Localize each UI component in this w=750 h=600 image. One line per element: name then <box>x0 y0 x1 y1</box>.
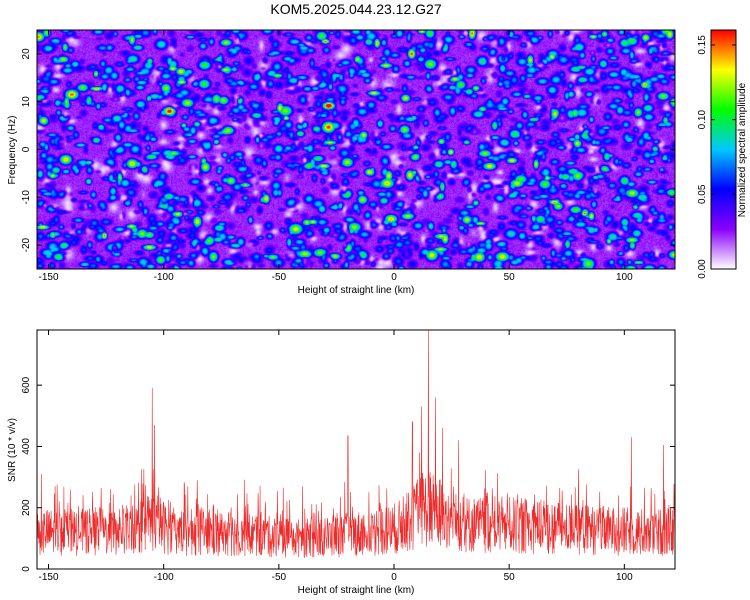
heatmap-x-axis-label: Height of straight line (km) <box>298 285 415 296</box>
x-tick-label: -50 <box>272 572 287 583</box>
heatmap-y-axis: -20 -10 0 10 20 <box>21 48 675 252</box>
y-tick-label: 0 <box>21 146 32 152</box>
snr-series-line <box>37 330 675 558</box>
y-tick-label: 10 <box>21 96 32 108</box>
figure-title: KOM5.2025.044.23.12.G27 <box>270 1 441 17</box>
x-tick-label: -100 <box>154 272 174 283</box>
snr-y-axis: 0 200 400 600 <box>21 376 675 572</box>
x-tick-label: -50 <box>272 272 287 283</box>
x-tick-label: 0 <box>391 572 397 583</box>
y-tick-label: 0 <box>21 566 32 572</box>
x-tick-label: 50 <box>504 272 516 283</box>
colorbar-label: Normalized spectral amplitude <box>737 82 748 217</box>
x-tick-label: -150 <box>39 272 59 283</box>
colorbar-tick-label: 0.10 <box>697 109 708 129</box>
heatmap-x-axis: -150 -100 -50 0 50 100 <box>39 30 633 283</box>
colorbar-tick-label: 0.15 <box>697 35 708 55</box>
x-tick-label: 100 <box>616 572 633 583</box>
x-tick-label: -100 <box>154 572 174 583</box>
colorbar-tick-label: 0.00 <box>697 259 708 279</box>
x-tick-label: 0 <box>391 272 397 283</box>
x-tick-label: 50 <box>504 572 516 583</box>
y-tick-label: 20 <box>21 48 32 60</box>
y-tick-label: -20 <box>21 237 32 252</box>
y-tick-label: 600 <box>21 376 32 393</box>
snr-x-axis-label: Height of straight line (km) <box>298 585 415 596</box>
colorbar: 0.00 0.05 0.10 0.15 Normalized spectral amp… <box>697 29 748 279</box>
snr-y-axis-label: SNR (10 * v/v) <box>7 418 18 482</box>
y-tick-label: -10 <box>21 190 32 205</box>
colorbar-ticks: 0.00 0.05 0.10 0.15 <box>697 35 736 279</box>
heatmap-image <box>37 30 675 269</box>
heatmap-y-axis-label: Frequency (Hz) <box>7 116 18 185</box>
x-tick-label: 100 <box>616 272 633 283</box>
x-tick-label: -150 <box>39 572 59 583</box>
snr-panel: -150 -100 -50 0 50 100 0 200 400 600 Height of s… <box>7 329 676 596</box>
snr-frame <box>36 329 676 570</box>
colorbar-tick-label: 0.05 <box>697 184 708 204</box>
y-tick-label: 200 <box>21 499 32 516</box>
snr-x-axis: -150 -100 -50 0 50 100 <box>39 330 633 583</box>
y-tick-label: 400 <box>21 438 32 455</box>
colorbar-gradient <box>710 29 737 270</box>
